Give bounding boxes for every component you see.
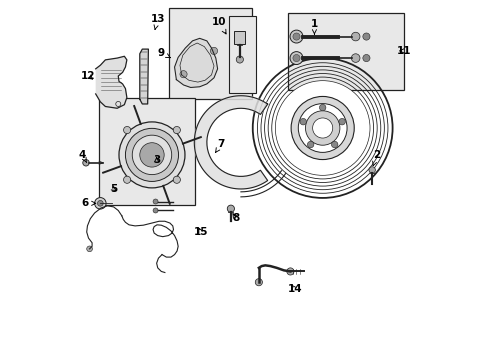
Circle shape <box>300 118 306 125</box>
FancyBboxPatch shape <box>99 98 195 205</box>
Text: 13: 13 <box>150 14 164 30</box>
Circle shape <box>275 81 369 175</box>
Text: 7: 7 <box>215 139 224 152</box>
Circle shape <box>119 122 184 188</box>
Circle shape <box>123 176 130 183</box>
Circle shape <box>362 33 369 40</box>
Circle shape <box>97 201 103 206</box>
Text: 15: 15 <box>193 227 207 237</box>
Circle shape <box>305 111 339 145</box>
Circle shape <box>290 96 353 159</box>
Circle shape <box>312 118 332 138</box>
Text: 1: 1 <box>310 19 317 35</box>
Circle shape <box>286 268 293 275</box>
Text: 10: 10 <box>212 17 226 34</box>
Text: 8: 8 <box>231 213 239 222</box>
FancyBboxPatch shape <box>287 13 403 90</box>
Text: 4: 4 <box>79 150 86 163</box>
Circle shape <box>180 71 187 78</box>
Circle shape <box>94 198 106 209</box>
Circle shape <box>173 176 180 183</box>
Circle shape <box>289 30 303 43</box>
Circle shape <box>173 126 180 134</box>
Circle shape <box>132 135 171 175</box>
FancyBboxPatch shape <box>169 8 251 99</box>
Polygon shape <box>140 49 148 104</box>
Circle shape <box>351 32 359 41</box>
Text: 14: 14 <box>287 284 302 294</box>
Circle shape <box>292 54 300 62</box>
Circle shape <box>298 104 346 152</box>
Text: 2: 2 <box>372 150 380 166</box>
Circle shape <box>255 279 262 286</box>
Circle shape <box>210 47 217 54</box>
FancyBboxPatch shape <box>228 16 256 93</box>
Circle shape <box>351 54 359 62</box>
Circle shape <box>368 167 375 173</box>
Circle shape <box>153 208 158 213</box>
Polygon shape <box>174 39 217 87</box>
Text: 9: 9 <box>158 48 170 58</box>
Text: 5: 5 <box>110 184 117 194</box>
Polygon shape <box>96 56 126 108</box>
Circle shape <box>123 126 130 134</box>
Circle shape <box>338 118 345 125</box>
Circle shape <box>292 33 300 40</box>
Bar <box>234 31 244 44</box>
Text: 6: 6 <box>81 198 96 208</box>
Circle shape <box>82 159 89 166</box>
Circle shape <box>362 54 369 62</box>
Circle shape <box>227 205 234 212</box>
Circle shape <box>331 141 337 148</box>
Circle shape <box>140 143 164 167</box>
Circle shape <box>236 56 243 63</box>
Polygon shape <box>194 96 267 189</box>
Circle shape <box>86 246 92 252</box>
Text: 12: 12 <box>81 71 96 81</box>
Circle shape <box>307 141 313 148</box>
Text: 3: 3 <box>153 155 160 165</box>
Circle shape <box>319 104 325 111</box>
Circle shape <box>125 129 178 181</box>
Text: 11: 11 <box>396 46 410 56</box>
Circle shape <box>289 51 303 64</box>
Circle shape <box>153 199 158 204</box>
